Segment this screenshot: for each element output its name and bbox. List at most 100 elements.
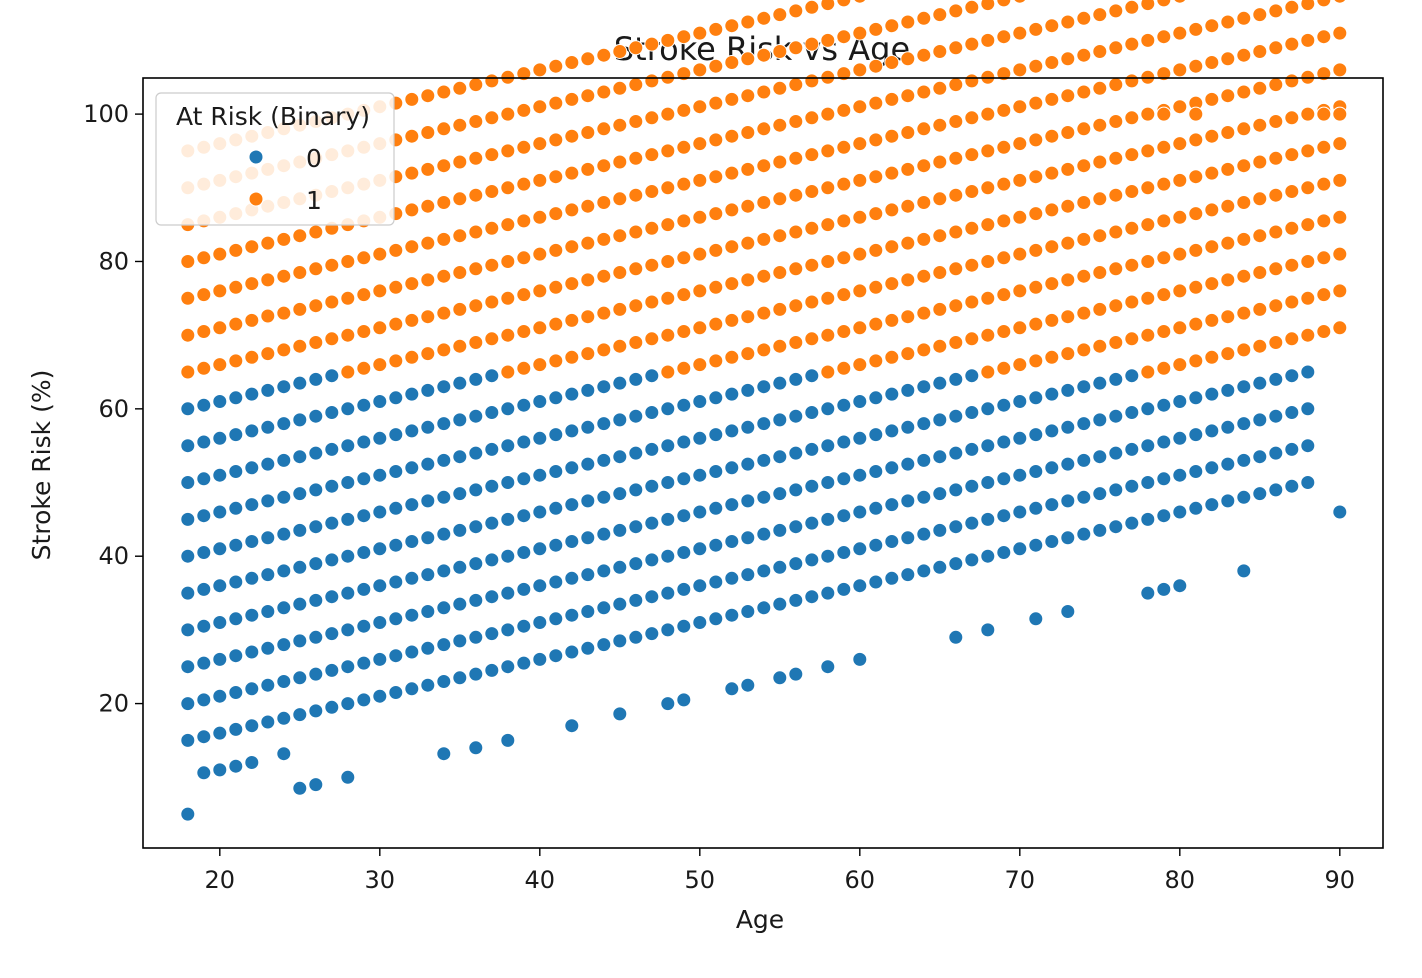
point-series-1 bbox=[852, 357, 868, 373]
point-series-1 bbox=[1284, 0, 1300, 15]
point-series-1 bbox=[660, 180, 676, 196]
point-series-0 bbox=[420, 567, 436, 583]
point-series-0 bbox=[516, 655, 532, 671]
point-series-1 bbox=[820, 364, 836, 380]
point-series-1 bbox=[1060, 272, 1076, 288]
point-series-0 bbox=[228, 537, 244, 553]
point-series-0 bbox=[228, 758, 244, 774]
point-series-0 bbox=[1220, 493, 1236, 509]
point-series-0 bbox=[612, 486, 628, 502]
point-series-1 bbox=[564, 312, 580, 328]
point-series-1 bbox=[564, 55, 580, 70]
point-series-1 bbox=[1140, 327, 1156, 343]
point-series-1 bbox=[740, 235, 756, 251]
point-series-1 bbox=[932, 44, 948, 59]
point-series-1 bbox=[260, 272, 276, 288]
point-series-1 bbox=[340, 364, 356, 380]
point-series-0 bbox=[404, 644, 420, 660]
point-series-1 bbox=[420, 88, 436, 104]
point-series-1 bbox=[740, 51, 756, 67]
point-series-1 bbox=[468, 335, 484, 350]
point-series-0 bbox=[324, 589, 340, 605]
point-series-0 bbox=[772, 375, 788, 391]
point-series-0 bbox=[1204, 423, 1220, 439]
point-series-0 bbox=[484, 368, 500, 384]
point-series-1 bbox=[996, 0, 1012, 8]
point-series-0 bbox=[788, 556, 804, 572]
point-series-0 bbox=[516, 397, 532, 413]
point-series-1 bbox=[340, 327, 356, 343]
point-series-0 bbox=[1012, 541, 1028, 557]
point-series-1 bbox=[756, 342, 772, 358]
point-series-1 bbox=[404, 276, 420, 292]
point-series-1 bbox=[1268, 298, 1284, 314]
point-series-1 bbox=[996, 360, 1012, 376]
point-series-0 bbox=[644, 589, 660, 605]
point-series-0 bbox=[468, 371, 484, 387]
point-series-0 bbox=[292, 559, 308, 575]
point-series-0 bbox=[292, 670, 308, 686]
point-series-1 bbox=[724, 165, 740, 181]
point-series-0 bbox=[724, 607, 740, 623]
point-series-1 bbox=[1108, 261, 1124, 277]
point-series-0 bbox=[612, 706, 628, 722]
point-series-1 bbox=[660, 290, 676, 306]
point-series-1 bbox=[580, 51, 596, 67]
point-series-1 bbox=[900, 198, 916, 214]
point-series-1 bbox=[1028, 95, 1044, 111]
point-series-0 bbox=[724, 681, 740, 697]
point-series-0 bbox=[196, 729, 212, 745]
point-series-1 bbox=[900, 161, 916, 177]
point-series-0 bbox=[1044, 423, 1060, 439]
point-series-1 bbox=[1172, 62, 1188, 78]
x-axis-ticks: 20 30 40 50 60 70 80 90 bbox=[205, 848, 1355, 894]
point-series-1 bbox=[1076, 47, 1092, 63]
point-series-0 bbox=[660, 696, 676, 712]
point-series-1 bbox=[964, 184, 980, 199]
point-series-1 bbox=[820, 0, 836, 12]
point-series-1 bbox=[1156, 139, 1172, 155]
point-series-0 bbox=[388, 611, 404, 627]
point-series-0 bbox=[228, 427, 244, 443]
point-series-0 bbox=[436, 416, 452, 432]
point-series-1 bbox=[244, 349, 260, 365]
point-series-0 bbox=[1156, 434, 1172, 450]
point-series-0 bbox=[212, 504, 228, 520]
point-series-0 bbox=[260, 604, 276, 619]
point-series-0 bbox=[820, 438, 836, 454]
point-series-1 bbox=[996, 213, 1012, 229]
point-series-1 bbox=[932, 301, 948, 317]
point-series-1 bbox=[1060, 161, 1076, 177]
point-series-0 bbox=[292, 780, 308, 796]
point-series-0 bbox=[1300, 401, 1316, 417]
point-series-1 bbox=[916, 10, 932, 26]
point-series-1 bbox=[1300, 327, 1316, 343]
point-series-1 bbox=[836, 287, 852, 303]
point-series-0 bbox=[708, 611, 724, 627]
point-series-1 bbox=[1188, 279, 1204, 295]
point-series-0 bbox=[916, 452, 932, 468]
point-series-1 bbox=[740, 272, 756, 288]
point-series-0 bbox=[516, 508, 532, 524]
point-series-0 bbox=[228, 390, 244, 406]
point-series-1 bbox=[612, 154, 628, 170]
point-series-0 bbox=[596, 563, 612, 579]
point-series-0 bbox=[276, 526, 292, 542]
point-series-1 bbox=[564, 128, 580, 144]
point-series-1 bbox=[836, 360, 852, 376]
point-series-1 bbox=[1156, 176, 1172, 192]
point-series-0 bbox=[228, 721, 244, 737]
point-series-1 bbox=[1124, 220, 1140, 236]
point-series-1 bbox=[1220, 309, 1236, 325]
point-series-1 bbox=[1236, 305, 1252, 321]
point-series-1 bbox=[484, 331, 500, 347]
point-series-1 bbox=[1220, 161, 1236, 177]
point-series-0 bbox=[324, 405, 340, 420]
point-series-0 bbox=[244, 755, 260, 770]
point-series-0 bbox=[564, 644, 580, 660]
point-series-0 bbox=[180, 401, 196, 417]
point-series-1 bbox=[1316, 213, 1332, 229]
point-series-0 bbox=[1060, 493, 1076, 509]
point-series-1 bbox=[1252, 80, 1268, 96]
point-series-1 bbox=[692, 99, 708, 115]
